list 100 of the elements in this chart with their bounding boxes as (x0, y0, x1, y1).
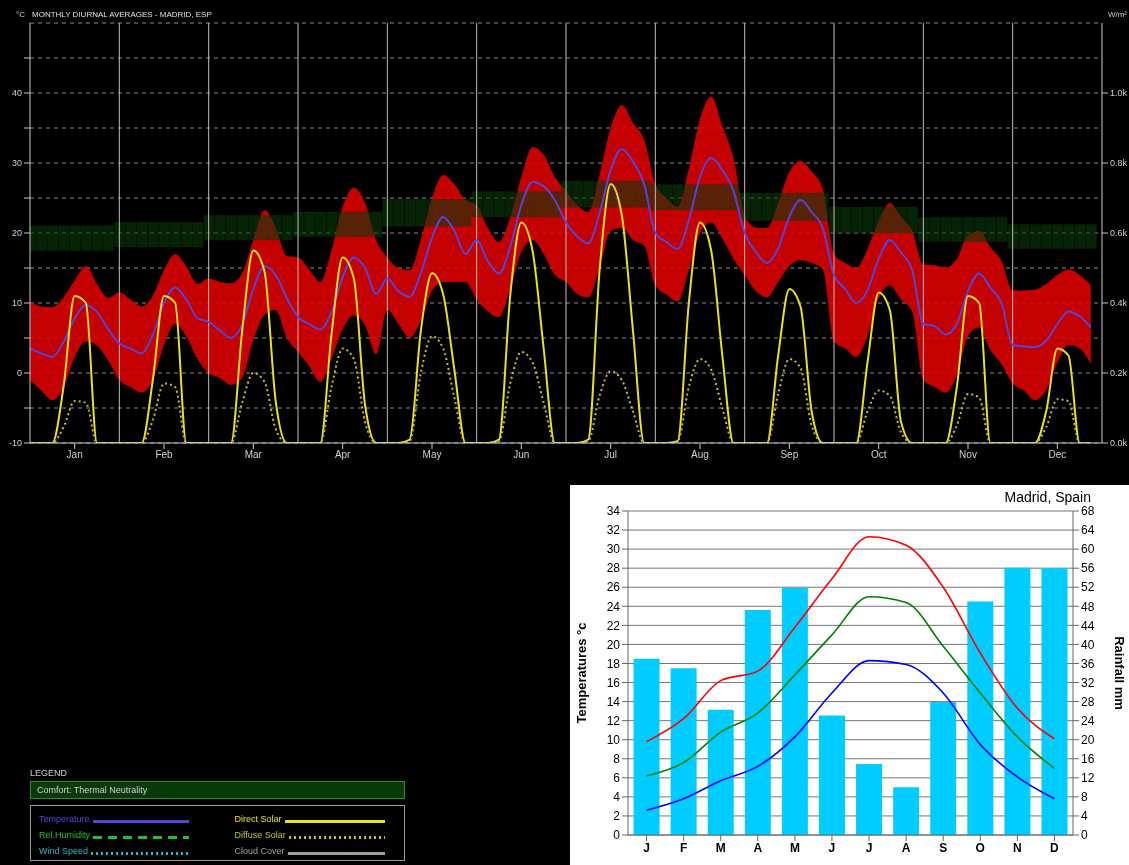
legend-label: Wind Speed (39, 846, 89, 856)
y2-tick-label: 36 (1081, 656, 1095, 671)
bar (840, 206, 851, 234)
bar (633, 658, 660, 835)
bar (929, 217, 941, 242)
bar (717, 184, 729, 211)
bar (248, 215, 260, 241)
bar (695, 184, 706, 211)
y2-tick-label: 12 (1081, 771, 1095, 786)
bar (494, 191, 505, 218)
bar (893, 787, 920, 835)
bar (159, 222, 170, 248)
y-tick-label: 12 (606, 713, 621, 728)
bar (616, 180, 628, 208)
y-tick-label: 32 (606, 523, 621, 538)
bar (1041, 568, 1068, 835)
bar (672, 184, 684, 211)
y2-tick-label: 68 (1081, 504, 1095, 519)
legend-title: LEGEND (30, 768, 68, 778)
bar (996, 217, 1008, 242)
chart-title: Madrid, Spain (1004, 489, 1091, 505)
y2-axis-title: W/m² (1107, 10, 1127, 19)
y-tick-label: 34 (606, 504, 621, 519)
bar (967, 601, 994, 835)
y-tick-label: 26 (606, 580, 621, 595)
bar (538, 191, 550, 218)
bar (918, 217, 930, 242)
y2-tick-label: 52 (1081, 580, 1095, 595)
x-tick-label: Dec (1048, 449, 1067, 461)
bar (670, 668, 697, 835)
y-tick-label: 4 (613, 790, 621, 805)
y2-tick-label: 64 (1081, 523, 1095, 538)
bar (460, 199, 472, 227)
y2-tick-label: 48 (1081, 599, 1095, 614)
y2-tick-label: 20 (1081, 732, 1095, 747)
bar (650, 184, 662, 211)
bar (80, 225, 92, 251)
y-tick-label: 30 (606, 542, 621, 557)
bar (781, 587, 808, 835)
bar (404, 199, 416, 227)
bar (985, 217, 997, 242)
y-tick-label: -10 (8, 438, 22, 449)
y-tick-label: 14 (606, 694, 621, 709)
y-tick-label: 20 (606, 637, 621, 652)
x-tick-label: Sep (780, 449, 799, 461)
x-tick-label: May (422, 449, 442, 461)
text: Comfort: Thermal Neutrality (37, 785, 148, 795)
y2-tick-label: 56 (1081, 561, 1095, 576)
y-tick-label: 20 (11, 228, 22, 239)
bar (856, 764, 883, 835)
bar (415, 199, 427, 227)
bar (683, 184, 695, 211)
bar (1004, 567, 1031, 835)
x-tick-label: A (753, 840, 763, 855)
bar (1085, 224, 1097, 249)
bar (427, 199, 438, 227)
bar (471, 191, 483, 218)
y-tick-label: 2 (613, 809, 621, 824)
y2-tick-label: 24 (1081, 713, 1095, 728)
bar (661, 184, 673, 211)
bar (773, 192, 784, 221)
bar (449, 199, 461, 227)
bar (58, 225, 70, 251)
bar (482, 191, 494, 218)
bar (1041, 224, 1052, 249)
y-tick-label: 18 (606, 656, 621, 671)
y-tick-label: 30 (11, 158, 22, 169)
bar (315, 211, 327, 237)
bar (951, 217, 963, 242)
bar (818, 715, 845, 835)
bar (360, 211, 371, 237)
x-tick-label: M (789, 840, 800, 855)
x-tick-label: Oct (870, 449, 887, 461)
x-tick-label: J (643, 840, 650, 855)
x-tick-label: F (679, 840, 688, 855)
legend-label: Rel.Humidity (39, 830, 91, 840)
x-tick-label: Jan (66, 449, 83, 461)
y-tick-label: 0 (613, 828, 621, 843)
y2-tick-label: 32 (1081, 675, 1095, 690)
bar (1007, 224, 1019, 249)
bar (974, 217, 985, 242)
bar (940, 217, 952, 242)
bar (1063, 224, 1075, 249)
text: Diffuse Solar (234, 830, 286, 840)
x-tick-label: Jun (513, 449, 530, 461)
x-tick-label: J (865, 840, 873, 855)
bar (930, 702, 957, 835)
y2-tick-label: 44 (1081, 618, 1095, 633)
bar (103, 225, 114, 251)
text: Direct Solar (234, 814, 282, 824)
y-axis-title: Temperatures °c (573, 622, 589, 724)
legend-label: Cloud Cover (234, 846, 285, 856)
bar (69, 225, 81, 251)
x-tick-label: S (939, 840, 948, 855)
bar (873, 206, 885, 234)
bar (170, 222, 181, 248)
y2-tick-label: 8 (1081, 790, 1088, 805)
line-series (645, 659, 1056, 812)
bar (337, 211, 349, 237)
bar (628, 180, 639, 208)
